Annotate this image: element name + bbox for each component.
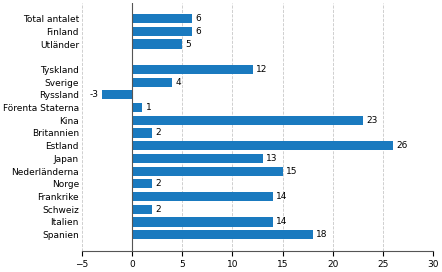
Text: 5: 5 (186, 39, 191, 48)
Bar (132, 39, 182, 49)
Text: 18: 18 (316, 230, 328, 239)
Text: 1: 1 (145, 103, 151, 112)
Bar (102, 90, 132, 100)
Bar (132, 154, 263, 163)
Bar (132, 192, 273, 201)
Bar (132, 179, 152, 188)
Text: 12: 12 (256, 65, 267, 74)
Bar (132, 27, 192, 36)
Text: -3: -3 (89, 90, 98, 99)
Text: 15: 15 (286, 167, 298, 176)
Bar (132, 65, 252, 74)
Text: 2: 2 (156, 205, 161, 214)
Text: 6: 6 (196, 14, 202, 23)
Text: 14: 14 (276, 192, 288, 201)
Text: 14: 14 (276, 217, 288, 227)
Bar (132, 230, 313, 239)
Bar (132, 128, 152, 138)
Bar (132, 141, 393, 150)
Text: 4: 4 (175, 78, 181, 87)
Bar (132, 103, 142, 112)
Bar (132, 166, 283, 176)
Text: 26: 26 (397, 141, 408, 150)
Text: 2: 2 (156, 179, 161, 188)
Bar (132, 205, 152, 214)
Text: 23: 23 (366, 116, 378, 125)
Bar (132, 78, 172, 87)
Text: 2: 2 (156, 128, 161, 137)
Bar (132, 217, 273, 227)
Text: 13: 13 (266, 154, 278, 163)
Text: 6: 6 (196, 27, 202, 36)
Bar (132, 116, 363, 125)
Bar (132, 14, 192, 23)
